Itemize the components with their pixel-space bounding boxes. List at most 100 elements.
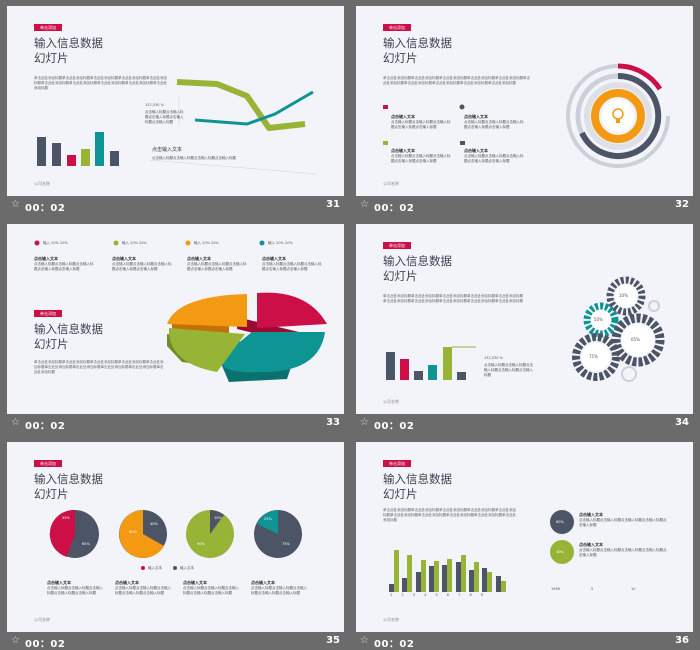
gear-pct: 75% xyxy=(589,354,598,359)
slide-title: 输入信息数据 幻灯片 xyxy=(34,472,103,501)
bar-and-line-chart xyxy=(37,79,318,175)
gear-pct: 50% xyxy=(594,317,603,322)
star-icon[interactable]: ☆ xyxy=(11,199,20,210)
gift-icon xyxy=(460,141,465,145)
bar xyxy=(414,371,423,380)
info-item: 点击输入文本 点击输入标题点击输入标题点击输入标题点击输入标题点击输入标题 xyxy=(579,512,667,527)
ring-chart xyxy=(383,63,670,168)
slide-thumbnail-34[interactable]: 单击添加 输入信息数据 幻灯片 单击此处添加标题单击此处添加标题单击此处添加标题单… xyxy=(356,224,693,432)
bar xyxy=(95,132,104,166)
circle-pct: 60% xyxy=(556,520,564,524)
briefcase-icon xyxy=(383,105,388,109)
star-icon[interactable]: ☆ xyxy=(360,417,369,428)
bar xyxy=(52,143,61,166)
person-icon xyxy=(113,240,119,246)
pie-slice xyxy=(257,292,327,328)
pie-pct: 25% xyxy=(264,517,272,521)
bar xyxy=(443,347,452,380)
info-item: 点击输入文本 点击输入标题点击输入标题点击输入标题点击输入标题点击输入标题 xyxy=(183,580,239,595)
stat-value: 152,530 % xyxy=(484,356,503,360)
slide-footer: 公司名称 xyxy=(383,181,399,186)
bar xyxy=(501,581,506,592)
info-item: 点击输入文本 点击输入标题点击输入标题点击输入标题点击输入标题点击输入标题 xyxy=(579,542,667,557)
slide-info-bar: ☆ 00：02 31 xyxy=(7,196,344,214)
person-icon xyxy=(185,240,191,246)
slide-thumbnail-33[interactable]: 输入 20% 20% 输入 20% 20% 输入 20% 20% 输入 20% … xyxy=(7,224,344,432)
grouped-bar-chart xyxy=(389,510,574,592)
pie-slice xyxy=(219,332,325,373)
info-item: 点击输入文本 点击输入标题点击输入标题点击输入标题点击输入标题点击输入标题 xyxy=(464,114,524,129)
pie-pct: 60% xyxy=(129,530,137,534)
stat-value: 152,530 % xyxy=(145,103,164,107)
slide-thumbnail-31[interactable]: 单击添加 输入信息数据 幻灯片 单击此处添加标题单击此处添加标题单击此处添加标题单… xyxy=(7,6,344,214)
slide-tag: 单击添加 xyxy=(383,460,411,467)
slide-tag: 单击添加 xyxy=(383,24,411,31)
slide-footer: 公司名称 xyxy=(34,617,50,622)
slide-number: 32 xyxy=(675,199,689,210)
slide-footer: 公司名称 xyxy=(383,399,399,404)
circle-pct: 40% xyxy=(556,550,564,554)
star-icon[interactable]: ☆ xyxy=(11,635,20,646)
slide-number: 31 xyxy=(326,199,340,210)
slide-tag: 单击添加 xyxy=(34,24,62,31)
bar xyxy=(110,151,119,166)
bar xyxy=(67,155,76,166)
bar xyxy=(429,566,434,592)
slide-info-bar: ☆ 00：02 35 xyxy=(7,632,344,650)
pie-pct: 10% xyxy=(214,516,222,520)
bar xyxy=(496,576,501,592)
stat-value: 5 xyxy=(591,587,594,591)
slide-info-bar: ☆ 00：02 33 xyxy=(7,414,344,432)
stat-text: 点击输入标题点击输入标题点击输入标题点击输入标题点击输入标题 xyxy=(145,110,184,124)
legend-text: 输入 20% 20% xyxy=(122,241,147,245)
person-icon xyxy=(34,240,40,246)
legend-label: 输入文本 xyxy=(180,566,194,570)
slide-canvas: 单击添加 输入信息数据 幻灯片 35% 65% 60% 40% 90% 10% 2… xyxy=(7,442,344,632)
info-item: 点击输入文本 点击输入标题点击输入标题点击输入标题点击输入标题点击输入标题 xyxy=(251,580,307,595)
slide-title: 输入信息数据 幻灯片 xyxy=(34,36,103,65)
gear-icon xyxy=(648,300,660,312)
slide-thumbnail-35[interactable]: 单击添加 输入信息数据 幻灯片 35% 65% 60% 40% 90% 10% 2… xyxy=(7,442,344,650)
slide-tag: 单击添加 xyxy=(383,242,411,249)
transition-time: 00：02 xyxy=(25,203,66,214)
star-icon[interactable]: ☆ xyxy=(360,199,369,210)
stat-value: 1996 xyxy=(551,587,560,591)
pie-slice xyxy=(119,510,164,558)
info-item: 点击输入文本 点击输入标题点击输入标题点击输入标题点击输入标题点击输入标题 xyxy=(391,148,451,163)
bar xyxy=(421,560,426,592)
bar xyxy=(400,359,409,380)
slide-footer: 公司名称 xyxy=(34,181,50,186)
bar xyxy=(394,550,399,592)
pie-pct: 65% xyxy=(82,542,90,546)
slide-canvas: 单击添加 输入信息数据 幻灯片 单击此处添加标题单击此处添加标题单击此处添加标题单… xyxy=(356,442,693,632)
legend-text: 输入 20% 20% xyxy=(268,241,293,245)
star-icon[interactable]: ☆ xyxy=(11,417,20,428)
pie-charts xyxy=(49,509,302,570)
slide-thumbnail-32[interactable]: 单击添加 输入信息数据 幻灯片 单击此处添加标题单击此处添加标题单击此处添加标题单… xyxy=(356,6,693,214)
pie-slice xyxy=(257,510,278,534)
pie-slice xyxy=(49,509,75,557)
slide-thumbnail-36[interactable]: 单击添加 输入信息数据 幻灯片 单击此处添加标题单击此处添加标题单击此处添加标题单… xyxy=(356,442,693,650)
slide-tag: 单击添加 xyxy=(34,460,62,467)
gear-pct: 65% xyxy=(631,337,640,342)
bar xyxy=(416,572,421,592)
green-line xyxy=(176,79,306,131)
info-item: 点击输入文本 点击输入标题点击输入标题点击输入标题点击输入标题点击输入标题 xyxy=(112,256,172,271)
gear-icon xyxy=(572,333,620,381)
bar xyxy=(456,562,461,592)
gear-pct: 10% xyxy=(619,293,628,298)
note-text: 点击输入标题点击输入标题点击输入标题点击输入标题 xyxy=(152,156,236,160)
3d-pie-chart xyxy=(34,240,327,382)
slide-title: 输入信息数据 幻灯片 xyxy=(383,254,452,283)
transition-time: 00：02 xyxy=(374,639,415,650)
legend-text: 输入 20% 20% xyxy=(194,241,219,245)
bar xyxy=(474,562,479,592)
people-icon xyxy=(459,104,465,110)
slide-title: 输入信息数据 幻灯片 xyxy=(383,36,452,65)
transition-time: 00：02 xyxy=(25,639,66,650)
stat-value: 10 xyxy=(631,587,636,591)
note-title: 点击输入文本 xyxy=(152,147,183,153)
stat-text: 点击输入标题点击输入标题点击输入标题点击输入标题点击输入标题 xyxy=(484,363,533,377)
bar xyxy=(428,365,437,380)
star-icon[interactable]: ☆ xyxy=(360,635,369,646)
